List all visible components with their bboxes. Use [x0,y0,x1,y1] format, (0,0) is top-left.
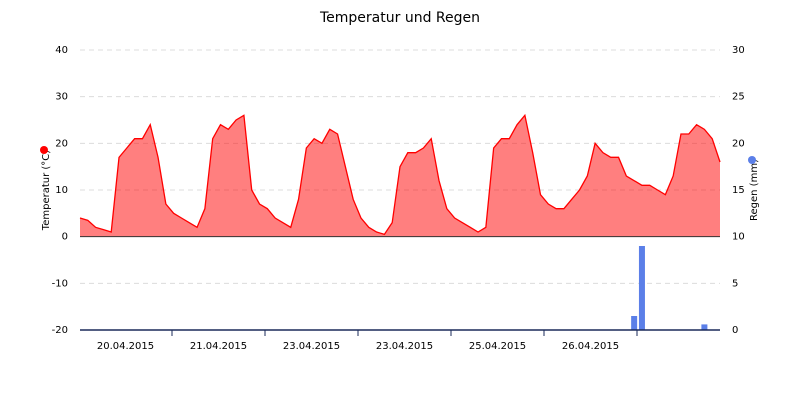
y2-tick-label: 25 [732,92,745,103]
y2-axis-title: Regen (mm) [749,159,760,221]
y-tick-label: 10 [55,185,68,196]
rain-bar [638,246,645,330]
y2-axis-marker [748,156,756,164]
y2-tick-label: 5 [732,278,738,289]
y-tick-label: 0 [62,232,68,243]
y-axis-title: Temperatur (°C) [41,150,52,231]
y-tick-label: -20 [52,325,68,336]
y-axis-marker [40,146,48,154]
y2-tick-label: 0 [732,325,738,336]
x-tick-label: 23.04.2015 [376,341,433,352]
rain-bar [631,316,638,330]
temperature-area [80,115,720,237]
y-tick-label: -10 [52,278,68,289]
x-tick-label: 21.04.2015 [190,341,247,352]
chart-title: Temperatur und Regen [319,10,480,26]
x-tick-label: 26.04.2015 [562,341,619,352]
x-tick-label: 20.04.2015 [97,341,154,352]
x-tick-label: 25.04.2015 [469,341,526,352]
y2-tick-label: 20 [732,138,745,149]
y-tick-label: 40 [55,45,68,56]
y2-tick-label: 30 [732,45,745,56]
rain-bar [701,324,708,330]
y2-tick-label: 10 [732,232,745,243]
temperature-line [79,113,721,236]
y2-tick-label: 15 [732,185,745,196]
y-tick-label: 30 [55,92,68,103]
x-tick-label: 23.04.2015 [283,341,340,352]
y-tick-label: 20 [55,138,68,149]
